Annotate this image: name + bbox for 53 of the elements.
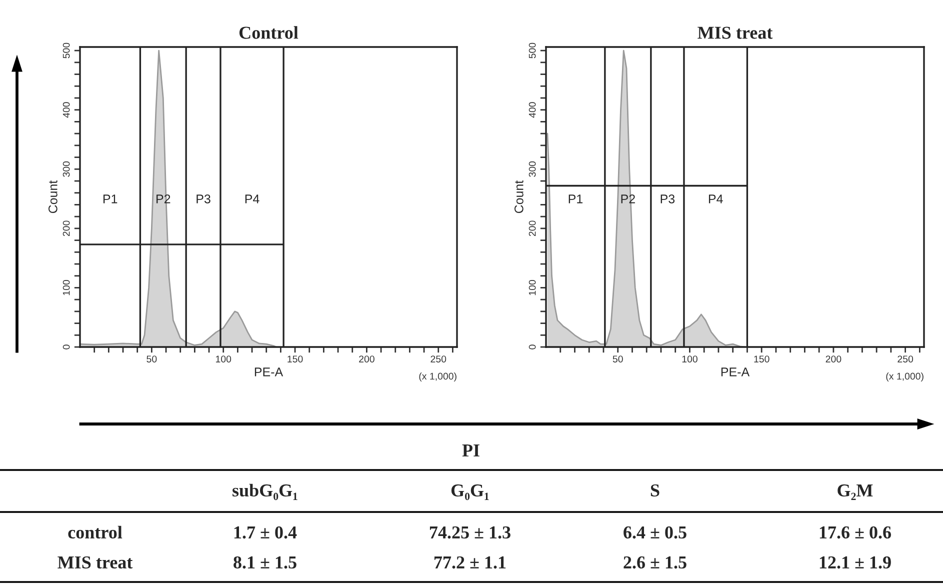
ref-line-label: P1	[103, 194, 118, 204]
y-tick-label: 300	[528, 161, 536, 177]
y-tick-label: 200	[528, 220, 536, 236]
y-tick-label: 400	[62, 102, 70, 118]
text: 8.1 ± 1.5	[234, 556, 296, 569]
x-axis-title: PE-A	[254, 368, 284, 376]
x-tick-label: 200	[359, 356, 374, 362]
x-tick-label: 250	[898, 356, 914, 362]
y-tick-label: 500	[528, 42, 536, 58]
ref-line-label: P2	[156, 194, 170, 204]
x-tick-label: 150	[754, 356, 770, 362]
y-tick-label: 100	[528, 280, 536, 296]
category-label: S	[650, 484, 660, 497]
ref-line-label: P4	[708, 194, 723, 204]
category-label: G₀G₁	[451, 484, 489, 500]
category-label: control	[68, 526, 122, 539]
text: 1.7 ± 0.4	[234, 526, 297, 539]
category-label: subG₀G₁	[232, 484, 298, 500]
y-tick-label: 300	[62, 161, 70, 177]
text: 74.25 ± 1.3	[430, 526, 510, 539]
text: 77.2 ± 1.1	[434, 556, 506, 569]
category-label: MIS treat	[58, 556, 133, 569]
text: 17.6 ± 0.6	[820, 526, 892, 539]
text: PI	[462, 444, 480, 456]
text: 12.1 ± 1.9	[820, 556, 891, 569]
ref-line-label: P4	[245, 194, 260, 204]
ref-line-label: P3	[196, 194, 210, 204]
ref-line-label: P1	[568, 194, 582, 204]
chart-title: Control	[239, 26, 298, 39]
chart-title: MIS treat	[698, 26, 773, 39]
text: (x 1,000)	[886, 372, 924, 382]
x-tick-label: 250	[430, 356, 446, 362]
y-tick-label: 0	[528, 344, 536, 350]
y-tick-label: 200	[62, 220, 70, 236]
y-axis-title: Count	[48, 180, 58, 214]
text: (x 1,000)	[419, 372, 456, 382]
y-tick-label: 500	[62, 42, 70, 58]
ref-line-label: P2	[621, 194, 635, 204]
x-tick-label: 100	[682, 356, 698, 362]
y-axis-title: Count	[514, 180, 524, 214]
y-tick-label: 400	[528, 102, 536, 118]
category-label: G₂M	[838, 484, 873, 500]
x-tick-label: 100	[216, 356, 232, 362]
x-tick-label: 50	[612, 356, 623, 362]
ref-line-label: P3	[660, 194, 675, 204]
text: 2.6 ± 1.5	[624, 556, 686, 569]
x-tick-label: 200	[826, 356, 842, 362]
y-tick-label: 100	[62, 280, 70, 296]
text: 6.4 ± 0.5	[624, 526, 686, 539]
x-tick-label: 50	[146, 356, 157, 362]
x-tick-label: 150	[288, 356, 303, 362]
x-axis-title: PE-A	[721, 368, 750, 376]
y-tick-label: 0	[62, 344, 70, 350]
